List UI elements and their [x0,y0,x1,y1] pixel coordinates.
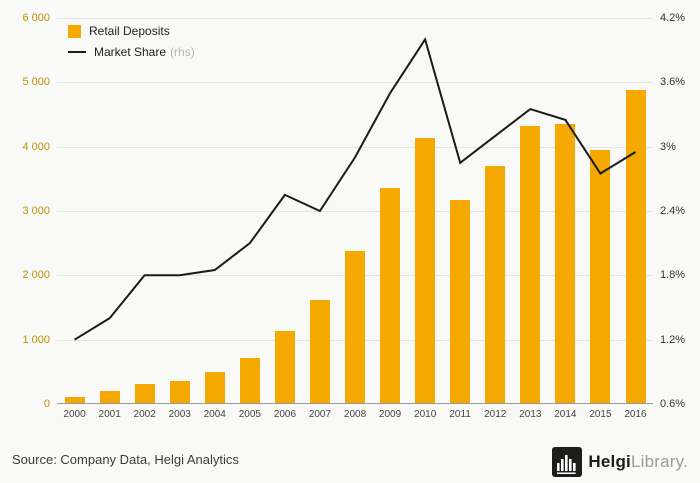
source-note: Source: Company Data, Helgi Analytics [12,452,239,467]
bar [450,199,471,403]
bar [555,123,576,403]
bar [590,149,611,403]
y-axis-tick-left: 0 [43,398,50,410]
bar [380,188,401,403]
x-axis-tick: 2004 [203,409,226,420]
y-axis-tick-right: 1.2% [660,333,686,346]
y-axis-tick-left: 6 000 [22,12,50,24]
bar [204,371,225,403]
market-share-line [73,37,637,341]
y-axis-tick-left: 4 000 [22,140,50,153]
x-axis-tick: 2005 [238,409,261,420]
y-axis-tick-right: 0.6% [660,398,686,410]
x-axis-tick: 2016 [624,409,647,420]
y-axis-tick-right: 3% [660,140,676,153]
x-axis-tick: 2006 [273,409,297,420]
x-axis-tick: 2013 [519,409,542,420]
bar [239,358,260,403]
y-axis-tick-right: 1.8% [660,269,686,282]
gridline [57,146,653,148]
x-axis-line [57,403,653,404]
y-axis-tick-right: 4.2% [660,12,686,24]
legend-swatch-bar [68,24,81,38]
bar [309,300,330,403]
y-axis-tick-left: 3 000 [22,205,50,217]
x-axis-tick: 2008 [343,409,367,420]
helgi-library-logo[interactable]: HelgiLibrary. [552,447,688,477]
x-axis-tick: 2001 [98,409,121,420]
legend-item-market-share: Market Share (rhs) [68,45,195,59]
bar [625,89,646,403]
helgi-logo-icon [552,447,583,477]
bar [345,251,365,403]
plot-area [57,18,653,404]
legend-swatch-line [68,51,86,53]
bar [64,396,85,403]
gridline [57,211,653,212]
x-axis-tick: 2007 [308,409,332,420]
bar [134,384,155,403]
y-axis-tick-left: 2 000 [22,269,50,282]
y-axis-tick-left: 1 000 [22,333,50,346]
x-axis-tick: 2011 [449,409,471,420]
bar [520,126,541,403]
x-axis-tick: 2000 [63,409,86,420]
x-axis-tick: 2010 [414,409,437,420]
x-axis-tick: 2014 [554,409,577,420]
market-share-polyline [73,37,637,341]
bar [485,165,506,403]
logo-text: HelgiLibrary. [588,452,688,472]
x-axis-tick: 2009 [378,409,402,420]
logo-text-primary: Helgi [588,452,631,471]
x-axis-tick: 2015 [589,409,612,420]
gridline [57,18,653,19]
bar [169,381,190,403]
bar [415,137,436,403]
bar [99,391,120,403]
y-axis-tick-right: 2.4% [660,205,686,217]
x-axis-tick: 2003 [168,409,191,420]
legend-item-retail-deposits: Retail Deposits [68,24,195,38]
y-axis-tick-left: 5 000 [22,76,50,89]
x-axis-tick: 2012 [484,409,507,420]
legend: Retail Deposits Market Share (rhs) [68,24,195,66]
legend-label: Retail Deposits [89,24,170,38]
legend-label: Market Share [94,45,167,59]
x-axis-tick: 2002 [133,409,156,420]
logo-text-secondary: Library. [630,452,688,471]
bar [274,330,295,403]
gridline [57,82,653,84]
y-axis-tick-right: 3.6% [660,76,686,89]
legend-suffix: (rhs) [170,45,195,59]
